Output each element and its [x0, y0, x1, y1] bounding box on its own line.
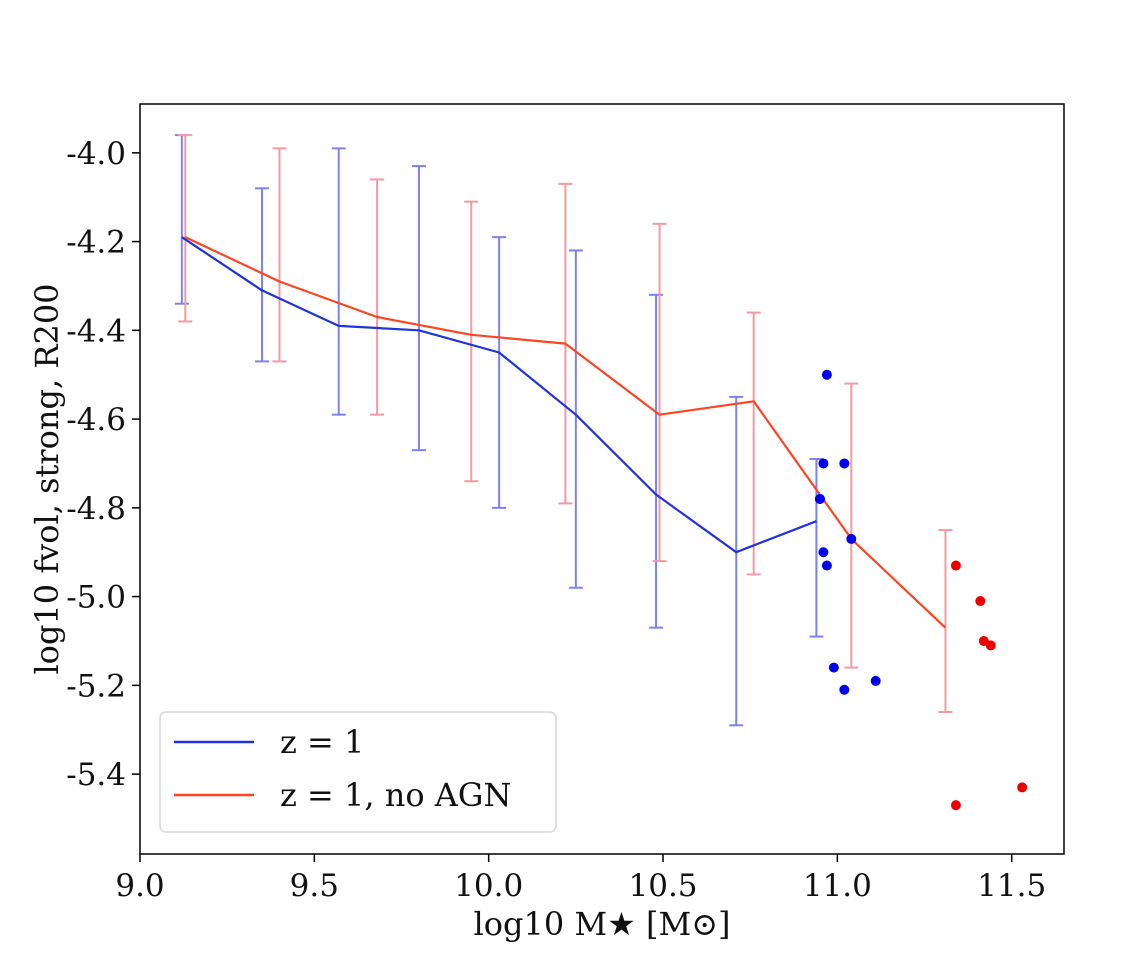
x-tick-label-2: 10.0: [454, 868, 523, 904]
scatter-point-1-4: [950, 800, 961, 811]
series-line-0: [181, 236, 817, 554]
y-tick-label-5: -5.0: [66, 580, 126, 616]
y-tick-label-2: -4.4: [66, 313, 126, 349]
scatter-point-0-9: [839, 684, 850, 695]
series-line-1: [184, 236, 947, 629]
scatter-point-0-8: [828, 662, 839, 673]
y-axis-label: log10 fvol, strong, R200: [28, 283, 66, 674]
legend-label-z1: z = 1: [280, 723, 364, 761]
x-tick-label-5: 11.5: [977, 868, 1046, 904]
y-tick-label-3: -4.6: [66, 402, 126, 438]
scatter-point-0-7: [846, 533, 857, 544]
y-tick-label-6: -5.2: [66, 668, 126, 704]
x-tick-label-4: 11.0: [803, 868, 872, 904]
plot-frame: [139, 103, 1065, 855]
scatter-point-0-5: [821, 560, 832, 571]
scatter-point-1-5: [1017, 782, 1028, 793]
legend-label-z1-no-agn: z = 1, no AGN: [280, 776, 511, 814]
scatter-point-1-0: [950, 560, 961, 571]
x-tick-label-0: 9.0: [115, 868, 164, 904]
axis-ticks: 9.0 9.5 10.0 10.5 11.0 11.5 -4.0 -4.2 -4.4 -4.6 -4…: [66, 136, 1046, 904]
scatter-point-0-4: [814, 493, 825, 504]
x-tick-label-1: 9.5: [290, 868, 339, 904]
legend-box: [159, 711, 557, 833]
x-tick-label-3: 10.5: [629, 868, 698, 904]
x-axis-label: log10 M★ [M⊙]: [473, 905, 730, 943]
scatter-point-0-1: [818, 458, 829, 469]
scatter-point-0-2: [839, 458, 850, 469]
legend: z = 1 z = 1, no AGN: [159, 711, 557, 833]
y-tick-label-4: -4.8: [66, 491, 126, 527]
scatter-point-1-3: [985, 640, 996, 651]
plot-area: [174, 134, 1028, 811]
scatter-point-0-6: [818, 547, 829, 558]
scatter-point-1-1: [975, 596, 986, 607]
y-tick-label-7: -5.4: [66, 757, 126, 793]
y-tick-label-1: -4.2: [66, 225, 126, 261]
scatter-point-0-0: [821, 369, 832, 380]
scatter-point-0-10: [870, 675, 881, 686]
y-tick-label-0: -4.0: [66, 136, 126, 172]
